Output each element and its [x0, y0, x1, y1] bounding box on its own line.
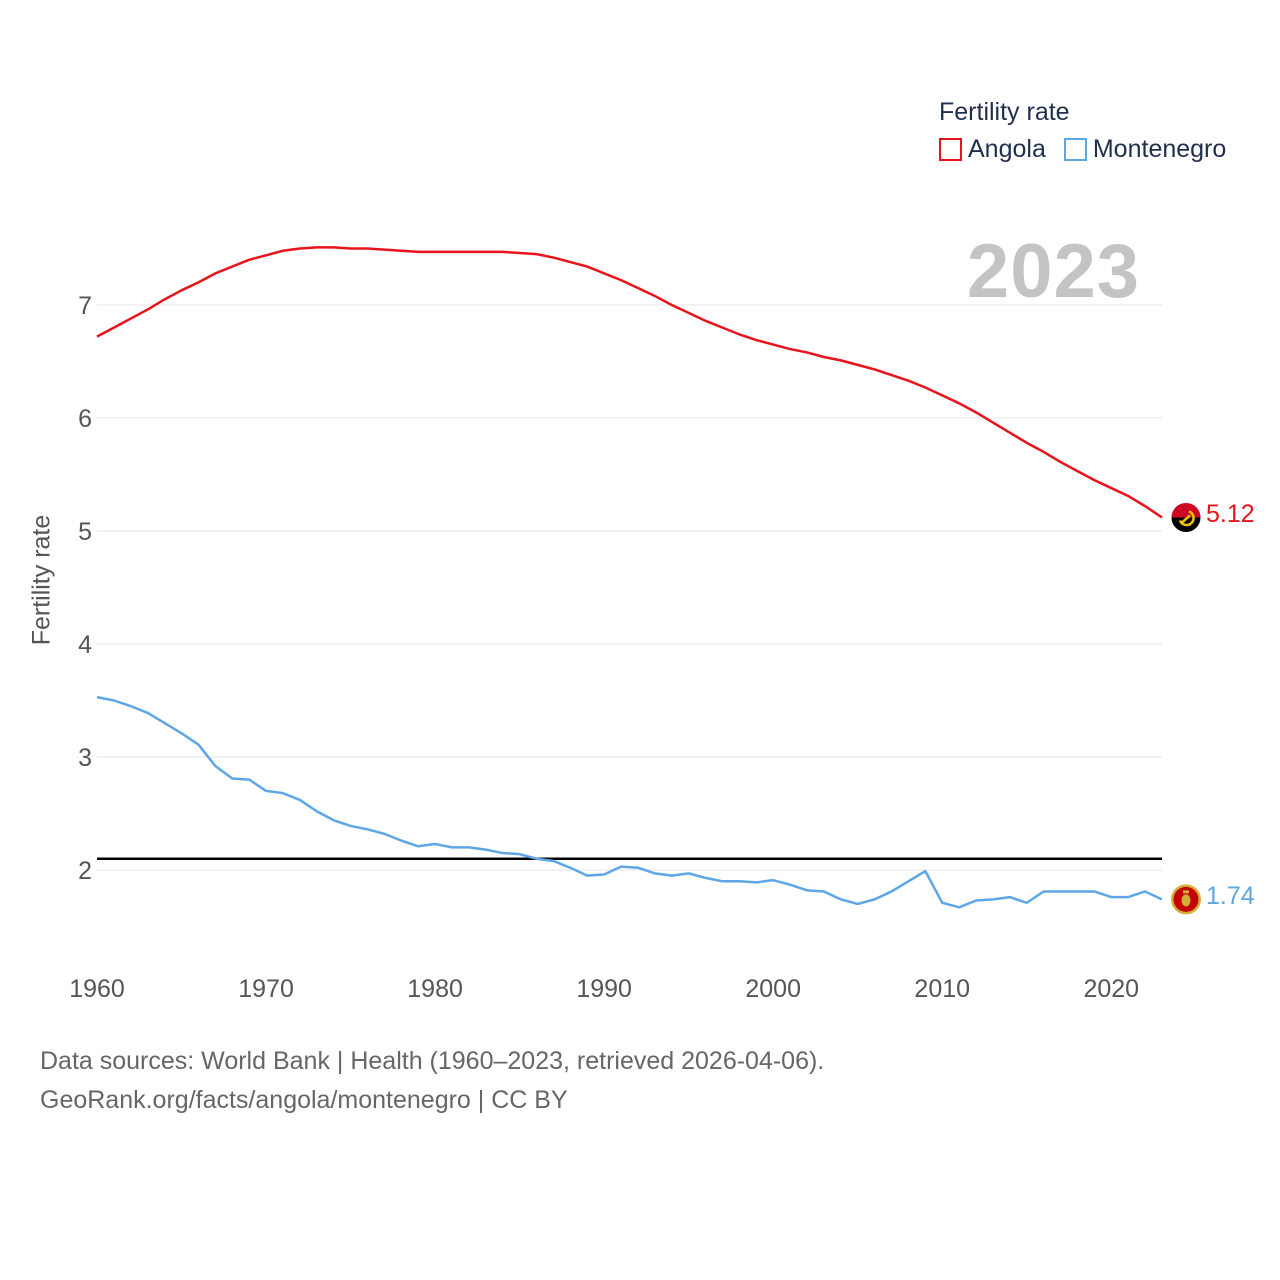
y-tick-3: 3	[78, 744, 92, 772]
footer-link[interactable]: GeoRank.org/facts/angola/montenegro | CC…	[40, 1086, 568, 1114]
legend-item-montenegro[interactable]: Montenegro	[1063, 135, 1227, 164]
legend-item-angola[interactable]: Angola	[939, 135, 1046, 164]
y-tick-6: 6	[78, 405, 92, 433]
legend-swatch-montenegro	[1063, 138, 1087, 161]
legend-swatch-angola	[939, 138, 962, 161]
x-tick-labels: 1960 1970 1980 1990 2000 2010 2020	[69, 975, 1139, 1003]
series-line-montenegro	[96, 695, 1163, 909]
legend-label-montenegro: Montenegro	[1092, 135, 1227, 163]
series-lines	[96, 246, 1163, 909]
year-label: 2023	[966, 229, 1140, 314]
gridlines	[97, 304, 1162, 871]
x-tick-2010: 2010	[914, 975, 970, 1003]
y-axis-label: Fertility rate	[27, 514, 56, 646]
angola-flag-icon	[1170, 501, 1202, 533]
y-tick-4: 4	[78, 631, 92, 659]
series-line-angola	[96, 246, 1163, 519]
y-tick-labels: 2 3 4 5 6 7	[78, 292, 92, 885]
x-tick-1960: 1960	[69, 975, 125, 1003]
legend-title: Fertility rate	[939, 98, 1070, 126]
footer-source: Data sources: World Bank | Health (1960–…	[40, 1047, 825, 1075]
footer: Data sources: World Bank | Health (1960–…	[40, 1042, 824, 1120]
y-tick-5: 5	[78, 518, 92, 546]
end-value-montenegro: 1.74	[1206, 882, 1255, 910]
legend-label-angola: Angola	[968, 135, 1046, 163]
x-tick-2000: 2000	[745, 975, 801, 1003]
legend: Fertility rate Angola Montenegro	[939, 98, 1244, 164]
x-tick-1980: 1980	[407, 975, 463, 1003]
y-tick-2: 2	[78, 857, 92, 885]
montenegro-flag-icon	[1171, 884, 1201, 915]
y-tick-7: 7	[78, 292, 92, 320]
end-value-angola: 5.12	[1206, 500, 1255, 528]
x-tick-2020: 2020	[1083, 975, 1139, 1003]
end-markers	[1170, 501, 1202, 915]
x-tick-1970: 1970	[238, 975, 294, 1003]
x-tick-1990: 1990	[576, 975, 632, 1003]
